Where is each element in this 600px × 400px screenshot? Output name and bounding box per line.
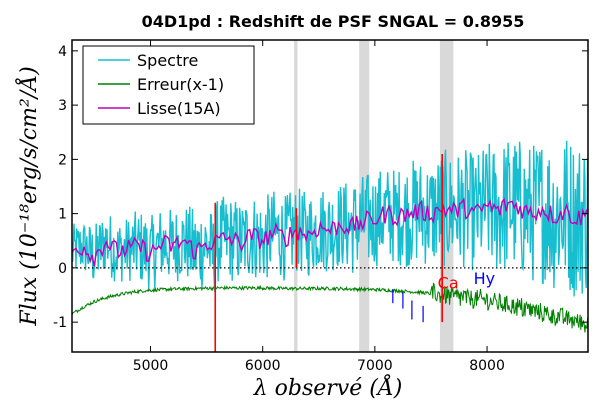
shaded-band-1 [359,40,370,352]
y-tick-label: 0 [58,261,67,277]
y-tick-label: -1 [53,315,67,331]
annotation-hy: Hy [474,269,496,288]
plot-frame [71,39,589,353]
chart-title: 04D1pd : Redshift de PSF SNGAL = 0.8955 [142,12,525,31]
x-tick-label: 7000 [357,358,393,374]
plot-inner: Ca Hy [72,40,588,352]
annotation-ca: Ca [438,274,459,293]
x-tick-label: 8000 [469,358,505,374]
legend-label: Spectre [137,51,198,70]
x-tick-label: 6000 [245,358,281,374]
y-tick-label: 1 [58,207,67,223]
series-line-lisse [72,197,588,267]
plot-area: Ca Hy 5000 6000 7000 8000 -1 0 1 2 3 4 Spectre Erreur… [53,39,589,374]
legend-label: Lisse(15A) [137,99,221,118]
y-tick-label: 4 [58,44,67,60]
y-tick-label: 2 [58,152,67,168]
legend-box [82,45,255,125]
series-line-spectre [72,140,588,297]
legend-label: Erreur(x-1) [137,75,224,94]
y-axis-label: Flux (10⁻¹⁸erg/s/cm²/Å) [14,66,42,326]
y-tick-label: 3 [58,98,67,114]
legend: Spectre Erreur(x-1) Lisse(15A) [82,45,255,125]
x-axis-label: λ observé (Å) [253,373,403,400]
series-line-erreur [72,282,588,333]
x-tick-label: 5000 [133,358,169,374]
